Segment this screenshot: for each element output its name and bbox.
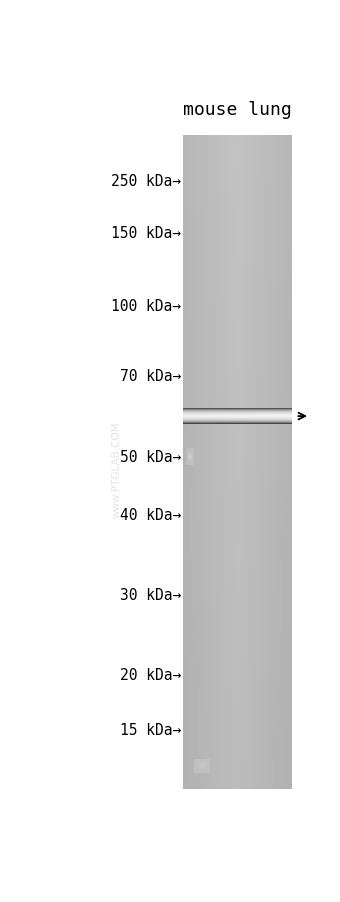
Text: 250 kDa→: 250 kDa→ (111, 174, 181, 189)
Text: 150 kDa→: 150 kDa→ (111, 226, 181, 241)
Text: 40 kDa→: 40 kDa→ (120, 507, 181, 522)
Text: 20 kDa→: 20 kDa→ (120, 667, 181, 682)
Text: 50 kDa→: 50 kDa→ (120, 449, 181, 465)
Text: 15 kDa→: 15 kDa→ (120, 723, 181, 737)
Text: 70 kDa→: 70 kDa→ (120, 368, 181, 383)
Text: 100 kDa→: 100 kDa→ (111, 299, 181, 314)
Text: mouse lung: mouse lung (183, 101, 292, 119)
Text: www.PTGLAB.COM: www.PTGLAB.COM (111, 421, 121, 518)
Text: 30 kDa→: 30 kDa→ (120, 587, 181, 602)
